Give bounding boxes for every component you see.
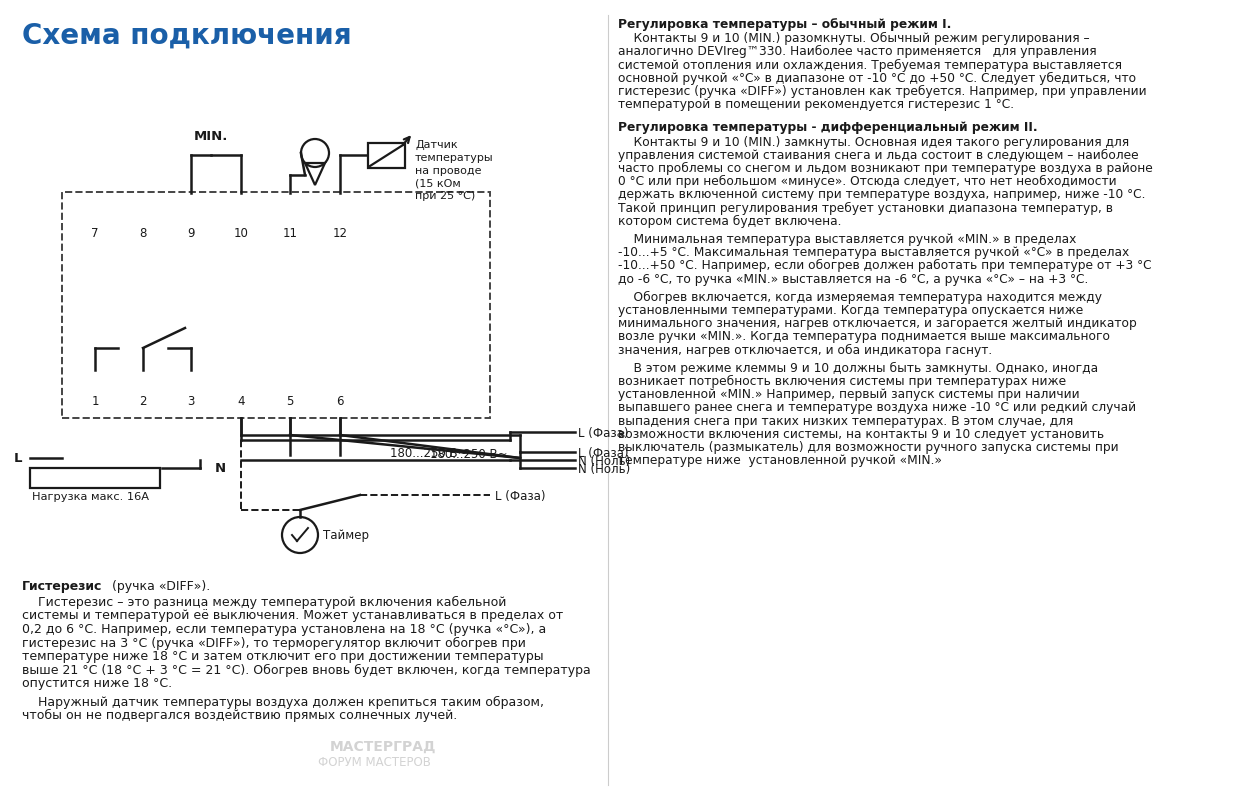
- Text: Такой принцип регулирования требует установки диапазона температур, в: Такой принцип регулирования требует уста…: [618, 202, 1112, 214]
- Text: N: N: [215, 462, 226, 474]
- Text: MIN.: MIN.: [194, 130, 229, 143]
- Text: температуре ниже 18 °C и затем отключит его при достижении температуры: температуре ниже 18 °C и затем отключит …: [22, 650, 544, 663]
- Text: Контакты 9 и 10 (MIN.) замкнуты. Основная идея такого регулирования для: Контакты 9 и 10 (MIN.) замкнуты. Основна…: [618, 135, 1130, 149]
- Text: системой отопления или охлаждения. Требуемая температура выставляется: системой отопления или охлаждения. Требу…: [618, 58, 1122, 72]
- Text: 11: 11: [283, 227, 298, 240]
- Text: температурой в помещении рекомендуется гистерезис 1 °C.: температурой в помещении рекомендуется г…: [618, 98, 1014, 111]
- Text: минимального значения, нагрев отключается, и загорается желтый индикатор: минимального значения, нагрев отключаетс…: [618, 317, 1137, 330]
- Text: установленной «MIN.» Например, первый запуск системы при наличии: установленной «MIN.» Например, первый за…: [618, 388, 1079, 401]
- Text: до -6 °C, то ручка «MIN.» выставляется на -6 °C, а ручка «°C» – на +3 °C.: до -6 °C, то ручка «MIN.» выставляется н…: [618, 273, 1089, 286]
- Text: возникает потребность включения системы при температурах ниже: возникает потребность включения системы …: [618, 375, 1067, 388]
- Text: установленными температурами. Когда температура опускается ниже: установленными температурами. Когда темп…: [618, 304, 1083, 317]
- Bar: [30, 468, 159, 488]
- Text: Регулировка температуры – обычный режим I.: Регулировка температуры – обычный режим …: [618, 18, 952, 31]
- Text: гистерезис (ручка «DIFF») установлен как требуется. Например, при управлении: гистерезис (ручка «DIFF») установлен как…: [618, 85, 1147, 98]
- Text: основной ручкой «°C» в диапазоне от -10 °C до +50 °C. Следует убедиться, что: основной ручкой «°C» в диапазоне от -10 …: [618, 72, 1136, 85]
- Text: 10: 10: [234, 227, 248, 240]
- Text: -10...+50 °C. Например, если обогрев должен работать при температуре от +3 °C: -10...+50 °C. Например, если обогрев дол…: [618, 259, 1152, 273]
- Text: L: L: [14, 451, 22, 465]
- Text: выше 21 °C (18 °C + 3 °C = 21 °C). Обогрев вновь будет включен, когда температур: выше 21 °C (18 °C + 3 °C = 21 °C). Обогр…: [22, 663, 591, 677]
- Text: Гистерезис – это разница между температурой включения кабельной: Гистерезис – это разница между температу…: [22, 596, 507, 609]
- Text: Гистерезис: Гистерезис: [22, 580, 103, 593]
- Text: Нагрузка макс. 16A: Нагрузка макс. 16A: [32, 492, 150, 502]
- Text: Минимальная температура выставляется ручкой «MIN.» в пределах: Минимальная температура выставляется руч…: [618, 233, 1077, 246]
- Text: держать включенной систему при температуре воздуха, например, ниже -10 °C.: держать включенной систему при температу…: [618, 188, 1146, 202]
- Text: В этом режиме клеммы 9 и 10 должны быть замкнуты. Однако, иногда: В этом режиме клеммы 9 и 10 должны быть …: [618, 362, 1098, 375]
- Text: выпавшего ранее снега и температуре воздуха ниже -10 °C или редкий случай: выпавшего ранее снега и температуре возд…: [618, 402, 1136, 414]
- Text: -10...+5 °C. Максимальная температура выставляется ручкой «°C» в пределах: -10...+5 °C. Максимальная температура вы…: [618, 246, 1130, 259]
- Text: N (Ноль): N (Ноль): [578, 463, 630, 476]
- Text: 2: 2: [140, 395, 147, 408]
- Text: Таймер: Таймер: [323, 529, 370, 542]
- Text: возле ручки «MIN.». Когда температура поднимается выше максимального: возле ручки «MIN.». Когда температура по…: [618, 330, 1110, 343]
- Text: N (Ноль): N (Ноль): [578, 455, 630, 468]
- Text: Схема подключения: Схема подключения: [22, 22, 351, 50]
- Text: 7: 7: [91, 227, 99, 240]
- Text: 4: 4: [237, 395, 245, 408]
- Text: L (Фаза): L (Фаза): [578, 447, 628, 460]
- Bar: [62, 192, 489, 418]
- Text: опустится ниже 18 °C.: опустится ниже 18 °C.: [22, 677, 172, 690]
- Text: 1: 1: [91, 395, 99, 408]
- Text: 8: 8: [140, 227, 147, 240]
- Text: 9: 9: [187, 227, 195, 240]
- Text: 180...250 В~: 180...250 В~: [391, 447, 467, 460]
- Text: (ручка «DIFF»).: (ручка «DIFF»).: [108, 580, 210, 593]
- Text: ФОРУМ МАСТЕРОВ: ФОРУМ МАСТЕРОВ: [318, 756, 431, 769]
- Text: часто проблемы со снегом и льдом возникают при температуре воздуха в районе: часто проблемы со снегом и льдом возника…: [618, 162, 1153, 175]
- Text: Регулировка температуры - дифференциальный режим II.: Регулировка температуры - дифференциальн…: [618, 122, 1038, 134]
- Text: 3: 3: [188, 395, 195, 408]
- Text: МАСТЕРГРАД: МАСТЕРГРАД: [330, 740, 436, 754]
- Text: L (Фаза): L (Фаза): [578, 427, 628, 440]
- Bar: [368, 143, 405, 168]
- Text: Датчик
температуры
на проводе
(15 кОм
при 25 °C): Датчик температуры на проводе (15 кОм пр…: [415, 140, 493, 202]
- Text: управления системой стаивания снега и льда состоит в следующем – наиболее: управления системой стаивания снега и ль…: [618, 149, 1138, 162]
- Text: выпадения снега при таких низких температурах. В этом случае, для: выпадения снега при таких низких темпера…: [618, 414, 1073, 427]
- Text: 0 °C или при небольшом «минусе». Отсюда следует, что нет необходимости: 0 °C или при небольшом «минусе». Отсюда …: [618, 175, 1116, 188]
- Text: Обогрев включается, когда измеряемая температура находится между: Обогрев включается, когда измеряемая тем…: [618, 290, 1103, 304]
- Text: 6: 6: [336, 395, 344, 408]
- Text: 5: 5: [287, 395, 294, 408]
- Text: температуре ниже  установленной ручкой «MIN.»: температуре ниже установленной ручкой «M…: [618, 454, 942, 467]
- Text: Наружный датчик температуры воздуха должен крепиться таким образом,: Наружный датчик температуры воздуха долж…: [22, 695, 544, 709]
- Text: котором система будет включена.: котором система будет включена.: [618, 214, 842, 228]
- Text: аналогично DEVIreg™330. Наиболее часто применяется   для управления: аналогично DEVIreg™330. Наиболее часто п…: [618, 46, 1096, 58]
- Text: гистерезис на 3 °C (ручка «DIFF»), то терморегулятор включит обогрев при: гистерезис на 3 °C (ручка «DIFF»), то те…: [22, 637, 525, 650]
- Text: возможности включения системы, на контакты 9 и 10 следует установить: возможности включения системы, на контак…: [618, 428, 1104, 441]
- Text: выключатель (размыкатель) для возможности ручного запуска системы при: выключатель (размыкатель) для возможност…: [618, 441, 1119, 454]
- Text: значения, нагрев отключается, и оба индикатора гаснут.: значения, нагрев отключается, и оба инди…: [618, 343, 993, 357]
- Text: чтобы он не подвергался воздействию прямых солнечных лучей.: чтобы он не подвергался воздействию прям…: [22, 709, 457, 722]
- Text: 0,2 до 6 °C. Например, если температура установлена на 18 °C (ручка «°C»), а: 0,2 до 6 °C. Например, если температура …: [22, 623, 546, 636]
- Text: системы и температурой её выключения. Может устанавливаться в пределах от: системы и температурой её выключения. Мо…: [22, 610, 564, 622]
- Text: 12: 12: [332, 227, 347, 240]
- Text: Контакты 9 и 10 (MIN.) разомкнуты. Обычный режим регулирования –: Контакты 9 и 10 (MIN.) разомкнуты. Обычн…: [618, 32, 1090, 46]
- Text: 180...250 В~: 180...250 В~: [430, 448, 508, 461]
- Text: L (Фаза): L (Фаза): [494, 490, 545, 503]
